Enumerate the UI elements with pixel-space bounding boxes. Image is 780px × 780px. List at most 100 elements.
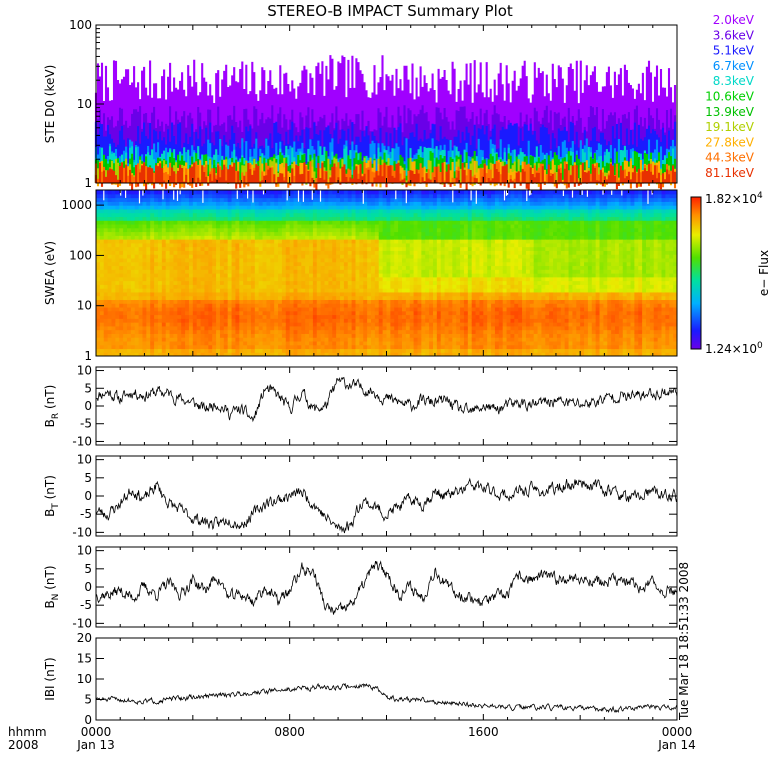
swea-cell	[432, 318, 438, 323]
swea-cell	[382, 193, 388, 199]
swea-cell	[518, 254, 523, 259]
swea-cell	[192, 280, 198, 285]
swea-cell	[196, 276, 202, 282]
swea-cell	[146, 288, 151, 293]
swea-cell	[343, 325, 349, 331]
swea-cell	[247, 254, 252, 259]
swea-cell	[270, 231, 275, 236]
swea-cell	[146, 246, 151, 251]
swea-cell	[417, 276, 422, 282]
swea-cell	[173, 322, 178, 327]
swea-cell	[456, 257, 461, 263]
swea-cell	[235, 333, 240, 338]
swea-cell	[320, 246, 326, 251]
swea-cell	[219, 276, 225, 282]
swea-cell	[123, 216, 128, 221]
swea-cell	[355, 291, 360, 297]
swea-cell	[421, 250, 426, 255]
swea-cell	[510, 239, 515, 244]
swea-cell	[130, 242, 136, 248]
swea-cell	[340, 265, 345, 270]
swea-cell	[262, 352, 268, 356]
swea-cell	[243, 235, 248, 240]
swea-cell	[452, 261, 457, 267]
swea-cell	[452, 291, 457, 297]
swea-cell	[177, 254, 182, 259]
swea-cell	[130, 284, 136, 289]
swea-cell	[409, 205, 415, 210]
swea-cell	[448, 310, 453, 316]
swea-cell	[312, 280, 318, 285]
swea-cell	[157, 352, 163, 356]
swea-cell	[154, 223, 159, 229]
swea-cell	[510, 205, 515, 210]
swea-cell	[491, 352, 496, 356]
swea-cell	[301, 318, 306, 323]
swea-cell	[405, 239, 411, 244]
swea-cell	[285, 352, 291, 356]
swea-cell	[351, 250, 357, 255]
swea-cell	[281, 306, 287, 312]
swea-cell	[301, 348, 306, 353]
swea-cell	[378, 306, 384, 312]
swea-cell	[367, 340, 372, 346]
swea-cell	[200, 314, 206, 319]
swea-cell	[386, 220, 391, 225]
swea-cell	[107, 306, 113, 312]
swea-cell	[382, 337, 388, 342]
swea-cell	[452, 208, 457, 214]
swea-cell	[208, 197, 213, 202]
swea-cell	[460, 261, 465, 267]
swea-cell	[378, 288, 384, 293]
swea-cell	[382, 265, 388, 270]
swea-cell	[343, 273, 349, 278]
swea-cell	[316, 337, 322, 342]
swea-cell	[216, 318, 221, 323]
swea-cell	[99, 254, 105, 259]
swea-cell	[266, 291, 271, 297]
swea-cell	[309, 348, 314, 353]
swea-cell	[514, 269, 519, 274]
swea-cell	[212, 329, 217, 334]
swea-cell	[243, 284, 248, 289]
swea-cell	[219, 306, 225, 312]
swea-cell	[281, 212, 287, 218]
swea-cell	[491, 220, 496, 225]
swea-cell	[309, 314, 314, 319]
swea-cell	[518, 303, 523, 308]
swea-cell	[463, 288, 469, 293]
swea-cell	[223, 201, 229, 206]
swea-cell	[142, 280, 147, 285]
swea-cell	[320, 284, 326, 289]
swea-cell	[398, 269, 403, 274]
swea-cell	[421, 273, 426, 278]
swea-cell	[223, 190, 229, 195]
swea-cell	[278, 314, 283, 319]
swea-cell	[479, 242, 484, 248]
swea-cell	[196, 216, 202, 221]
swea-cell	[169, 310, 175, 316]
swea-cell	[212, 212, 217, 218]
swea-cell	[386, 261, 391, 267]
swea-cell	[285, 276, 291, 282]
swea-cell	[421, 276, 426, 282]
swea-cell	[367, 295, 372, 301]
swea-cell	[343, 314, 349, 319]
swea-cell	[99, 288, 105, 293]
swea-cell	[432, 299, 438, 304]
swea-cell	[421, 284, 426, 289]
swea-cell	[161, 337, 167, 342]
swea-cell	[448, 190, 453, 195]
swea-cell	[506, 299, 512, 304]
swea-cell	[506, 257, 512, 263]
swea-cell	[518, 325, 523, 331]
swea-cell	[247, 344, 252, 350]
swea-cell	[432, 329, 438, 334]
swea-cell	[479, 269, 484, 274]
swea-cell	[405, 299, 411, 304]
swea-cell	[161, 223, 167, 229]
swea-cell	[126, 265, 132, 270]
swea-cell	[250, 284, 256, 289]
swea-cell	[154, 314, 159, 319]
swea-cell	[475, 239, 481, 244]
